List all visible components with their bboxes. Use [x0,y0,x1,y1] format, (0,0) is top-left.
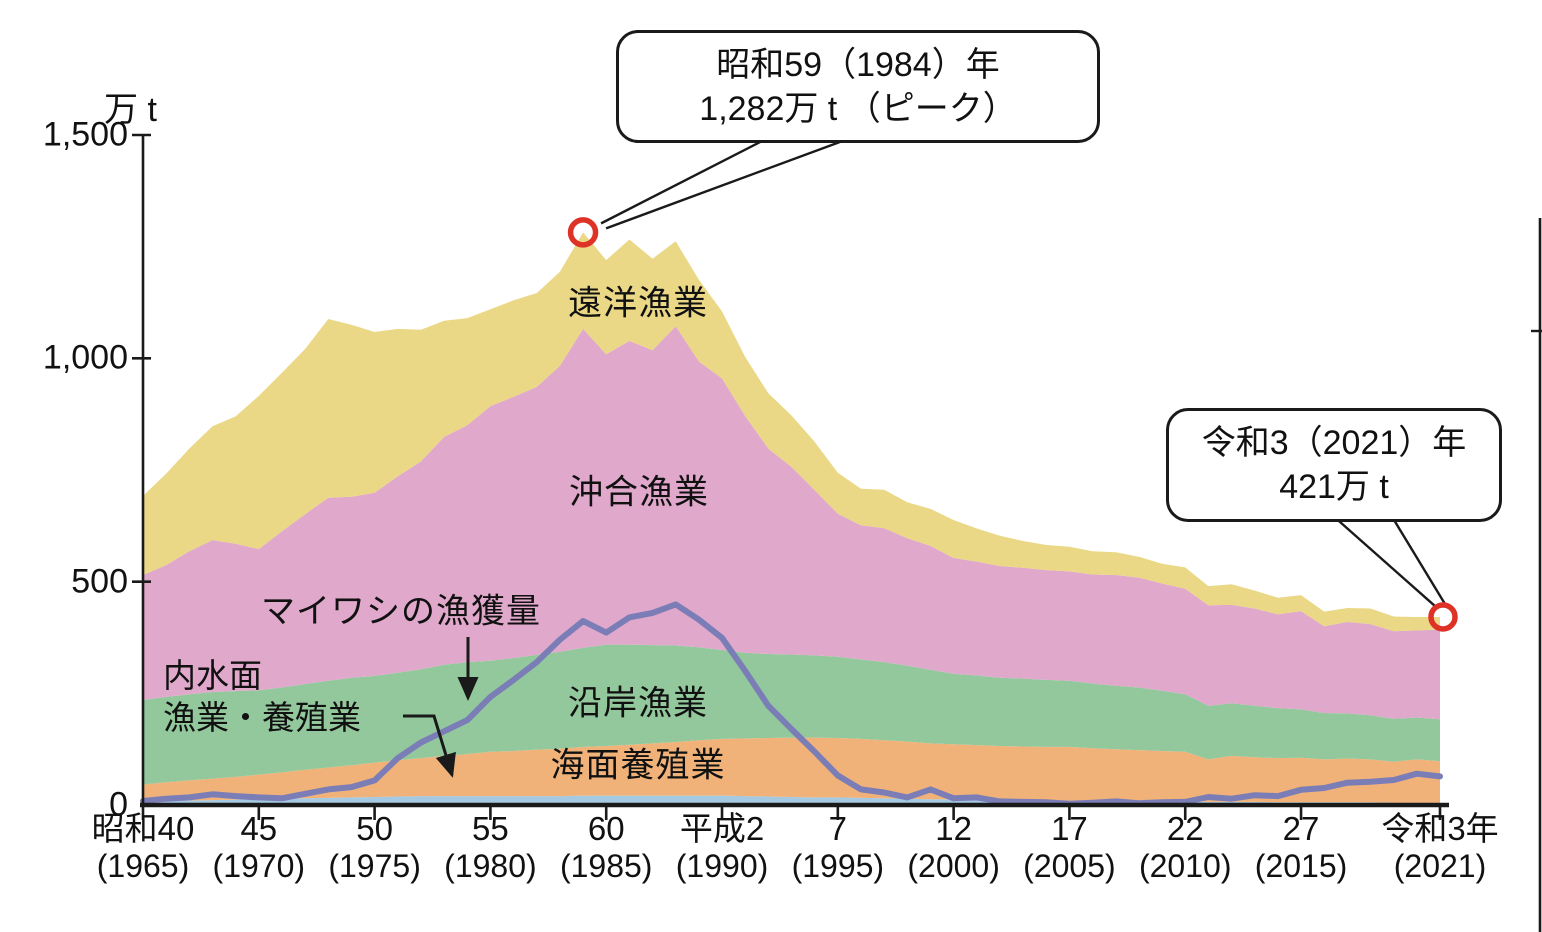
annotation-peak-line1: 昭和59（1984）年 [716,45,1000,84]
x-tick-west-2010: (2010) [1138,848,1232,884]
area-offshore [143,326,1440,720]
x-tick-label-1985: 60 (1985) [560,810,653,884]
x-tick-west-2005: (2005) [1023,848,1116,884]
x-tick-era-1995: 7 [828,810,847,847]
x-tick-label-1970: 45 (1970) [213,810,306,884]
x-tick-era-1965: 昭和40 [91,810,195,847]
x-tick-label-1975: 50 (1975) [328,810,421,884]
x-tick-era-1970: 45 [240,810,278,847]
y-tick-label-1500: 1,500 [42,115,128,154]
x-tick-west-2021: (2021) [1393,848,1487,884]
x-tick-era-2021: 令和3年 [1381,810,1499,847]
x-tick-west-1980: (1980) [444,848,537,884]
label-distant-water-fishery: 遠洋漁業 [568,284,708,323]
x-tick-era-1975: 50 [356,810,393,847]
x-tick-west-1970: (1970) [212,848,306,884]
peak-callout-tail-right [605,137,849,230]
x-tick-west-1985: (1985) [559,848,653,884]
x-tick-label-2000: 12 (2000) [907,810,1000,884]
latest-callout-tail-left [1330,513,1437,608]
y-axis-unit-label: 万 t [104,91,157,129]
x-tick-label-2005: 17 (2005) [1023,810,1116,884]
label-inland-fishery: 内水面 漁業・養殖業 [163,655,361,739]
x-tick-era-1985: 60 [587,810,625,847]
annotation-latest-line1: 令和3（2021）年 [1201,424,1467,462]
x-tick-west-2015: (2015) [1254,848,1348,884]
x-tick-west-1965: (1965) [96,848,190,884]
x-tick-label-2010: 22 (2010) [1139,810,1232,884]
x-tick-west-1995: (1995) [791,848,885,884]
inland-label-arrow [403,714,456,778]
x-tick-era-2000: 12 [935,810,972,847]
x-tick-label-1980: 55 (1980) [444,810,537,884]
area-mariculture [143,737,1440,803]
label-inland-fishery-line1: 内水面 [163,657,262,694]
x-tick-era-2015: 27 [1282,810,1320,847]
x-tick-west-1975: (1975) [328,848,421,884]
y-tick-label-0: 0 [109,785,128,824]
y-tick-label-1000: 1,000 [42,338,128,377]
x-tick-west-1990: (1990) [675,848,769,884]
x-tick-era-2010: 22 [1166,810,1204,847]
latest-callout-tail-right [1389,514,1447,605]
annotation-peak-1984: 昭和59（1984）年 1,282万 t （ピーク） [616,30,1100,143]
annotation-peak-line2: 1,282万 t （ピーク） [699,89,1017,128]
label-inland-fishery-line2: 漁業・養殖業 [163,699,361,736]
x-tick-label-1995: 7 (1995) [792,810,885,884]
x-tick-era-2005: 17 [1051,810,1088,847]
x-tick-label-2015: 27 (2015) [1255,810,1348,884]
label-offshore-fishery: 沖合漁業 [569,473,709,512]
latest-marker-circle [1428,602,1458,632]
annotation-latest-line2: 421万 t [1279,468,1389,506]
y-tick-label-500: 500 [71,562,128,601]
label-coastal-fishery: 沿岸漁業 [568,684,708,723]
label-sardine-catch: マイワシの漁獲量 [261,592,541,631]
annotation-latest-2021: 令和3（2021）年 421万 t [1166,408,1502,522]
line-sardine [140,601,1443,807]
x-tick-label-1990: 平成2 (1990) [676,810,769,884]
peak-callout-tail-left [600,135,771,225]
x-tick-era-1990: 平成2 [679,810,765,847]
label-marine-aquaculture: 海面養殖業 [550,746,726,785]
x-tick-label-1965: 昭和40 (1965) [92,810,195,884]
x-tick-era-1980: 55 [472,810,509,847]
area-distant [143,232,1440,632]
x-tick-label-2021: 令和3年 (2021) [1381,810,1498,884]
x-tick-west-2000: (2000) [907,848,1000,884]
peak-marker-circle [567,217,599,248]
